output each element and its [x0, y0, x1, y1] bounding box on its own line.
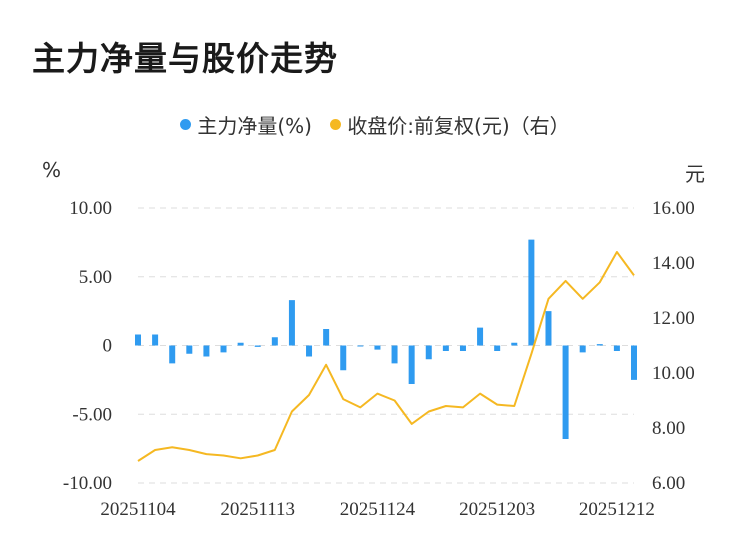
net-volume-bar — [408, 345, 415, 384]
net-volume-bar — [562, 345, 569, 439]
net-volume-bar — [391, 345, 398, 364]
left-tick-label: -5.00 — [72, 404, 112, 425]
left-tick-label: -10.00 — [63, 473, 112, 494]
x-tick-label: 20251113 — [220, 499, 295, 520]
net-volume-bar — [596, 344, 603, 346]
legend-label-price: 收盘价:前复权(元)（右） — [347, 114, 570, 138]
legend-dot-icon — [180, 119, 192, 130]
left-tick-label: 5.00 — [79, 267, 112, 288]
chart-title: 主力净量与股价走势 — [32, 39, 338, 78]
net-volume-bar — [374, 345, 381, 350]
net-volume-bar — [254, 345, 261, 347]
net-volume-bar — [169, 345, 176, 364]
x-tick-label: 20251212 — [579, 499, 655, 520]
right-tick-label: 14.00 — [652, 253, 695, 274]
right-tick-label: 12.00 — [652, 308, 695, 329]
net-volume-bar — [357, 345, 364, 347]
x-tick-label: 20251124 — [340, 499, 416, 520]
right-tick-label: 16.00 — [652, 198, 695, 219]
net-volume-bar — [545, 311, 552, 346]
x-tick-label: 20251104 — [100, 499, 176, 520]
left-tick-label: 10.00 — [69, 198, 112, 219]
net-volume-bar — [579, 345, 586, 353]
legend-label-net: 主力净量(%) — [197, 114, 312, 138]
net-volume-bar — [220, 345, 227, 353]
net-volume-bar — [186, 345, 193, 354]
net-volume-bar — [323, 329, 330, 346]
net-volume-bar — [288, 300, 295, 346]
price-line — [137, 251, 635, 462]
net-volume-bar — [306, 345, 313, 357]
net-volume-bar — [442, 345, 449, 351]
net-volume-bar — [135, 334, 141, 346]
legend-item-net[interactable]: 主力净量(%) — [180, 110, 312, 139]
x-tick-label: 20251203 — [459, 499, 535, 520]
net-volume-bar — [237, 342, 244, 346]
net-volume-bar — [425, 345, 432, 360]
left-axis-unit: % — [42, 158, 62, 182]
net-volume-bar — [528, 239, 535, 346]
net-volume-bar — [459, 345, 466, 351]
chart-legend: 主力净量(%) 收盘价:前复权(元)（右） — [0, 110, 750, 139]
right-tick-label: 10.00 — [652, 363, 695, 384]
net-volume-bar — [203, 345, 210, 357]
right-tick-label: 6.00 — [652, 473, 685, 494]
legend-dot-icon — [330, 119, 342, 130]
right-axis-unit: 元 — [685, 162, 705, 186]
net-volume-bar — [152, 334, 159, 346]
right-tick-label: 8.00 — [652, 418, 685, 439]
net-volume-bar — [477, 327, 484, 346]
net-volume-bar — [511, 342, 518, 346]
net-volume-bar — [494, 345, 501, 351]
net-volume-bar — [613, 345, 620, 351]
net-volume-bar — [340, 345, 347, 371]
left-tick-label: 0 — [103, 336, 113, 357]
net-volume-bar — [631, 345, 637, 380]
legend-item-price[interactable]: 收盘价:前复权(元)（右） — [330, 110, 570, 139]
net-volume-bar — [271, 337, 278, 346]
